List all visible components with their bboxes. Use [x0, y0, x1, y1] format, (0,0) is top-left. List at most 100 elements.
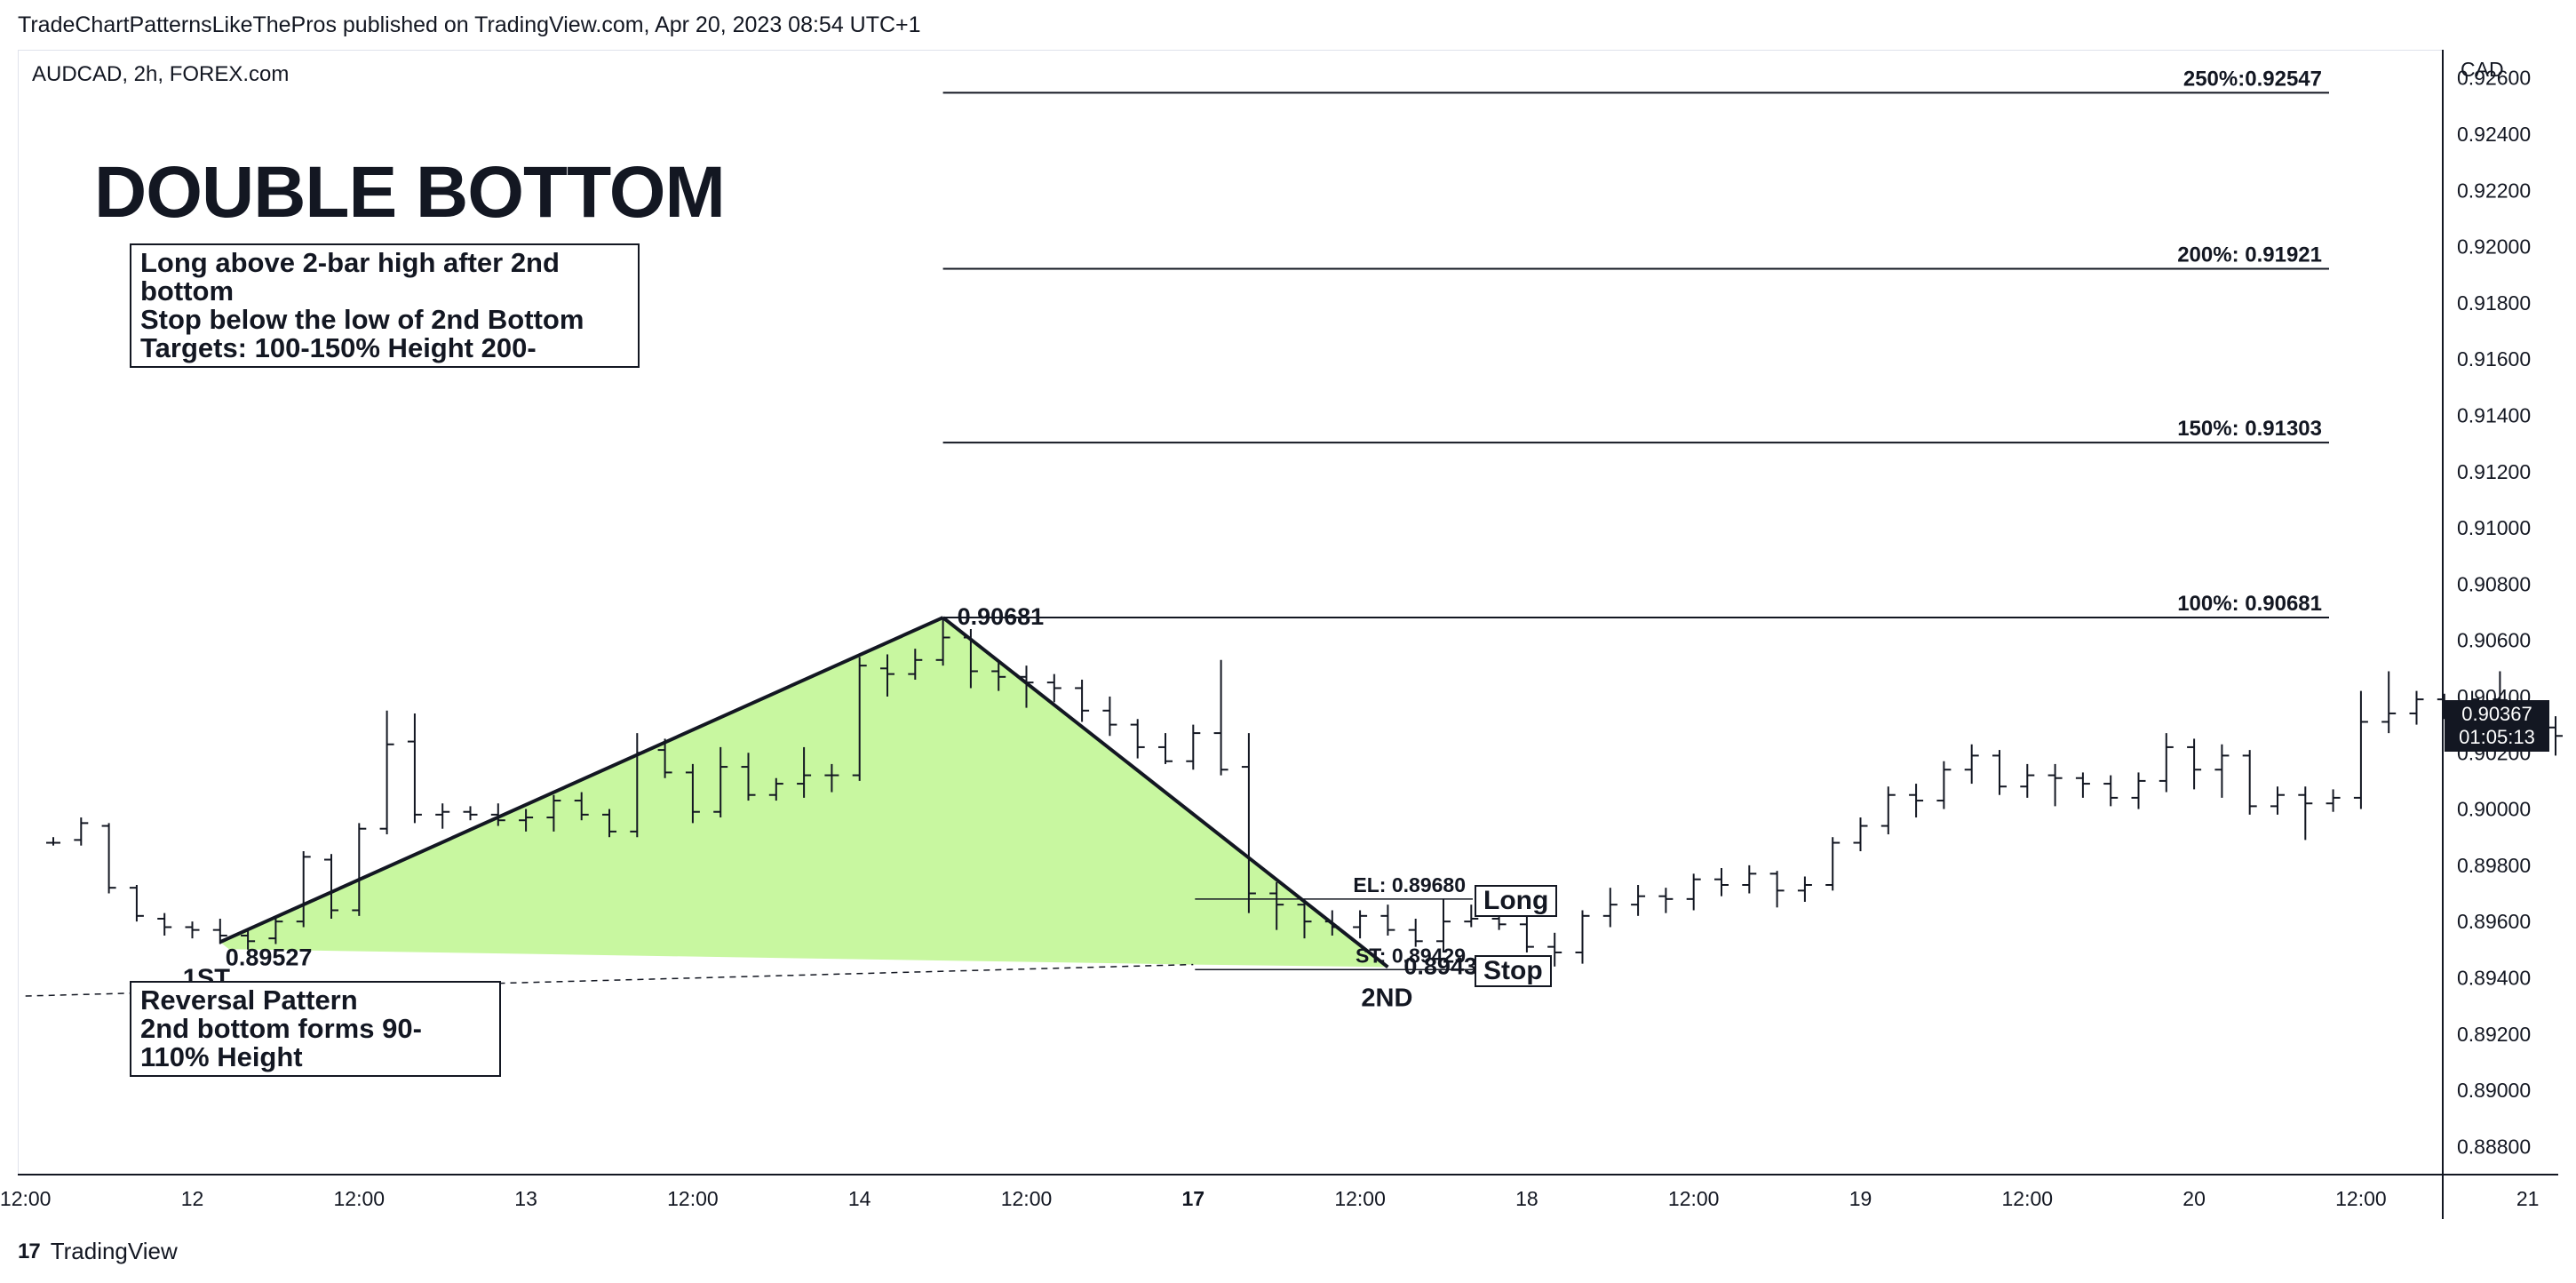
- ohlc-bar: [2159, 733, 2174, 793]
- time-tick-label: 13: [514, 1187, 537, 1210]
- ohlc-bar: [1158, 733, 1173, 764]
- ohlc-bar: [546, 794, 561, 832]
- ohlc-bar: [1186, 724, 1201, 770]
- ohlc-bar: [2075, 772, 2090, 798]
- ohlc-bar: [602, 809, 616, 838]
- ohlc-bar: [2270, 786, 2285, 815]
- ohlc-bars: [46, 618, 2563, 967]
- ohlc-bar: [2214, 744, 2230, 798]
- ohlc-bar: [797, 746, 812, 798]
- reversal-note-line: Reversal Pattern: [140, 984, 358, 1016]
- reversal-note[interactable]: Reversal Pattern 2nd bottom forms 90- 11…: [130, 981, 501, 1077]
- long-tag[interactable]: Long: [1475, 884, 1558, 917]
- ohlc-bar: [1575, 910, 1590, 964]
- ohlc-bar: [1742, 865, 1757, 894]
- neckline-dashed: [25, 963, 1194, 997]
- time-tick-label: 14: [848, 1187, 871, 1210]
- brand-name[interactable]: TradingView: [50, 1238, 178, 1264]
- strategy-note-line: Long above 2-bar high after 2nd: [140, 247, 560, 278]
- ohlc-bar: [490, 803, 505, 826]
- pattern-leg-up: [219, 616, 944, 944]
- time-tick-label: 12:00: [1334, 1187, 1386, 1210]
- time-tick-label: 12:00: [1001, 1187, 1053, 1210]
- fib-level-label: 100%: 0.90681: [2177, 592, 2322, 616]
- ohlc-bar: [129, 885, 144, 922]
- ohlc-bar: [1714, 868, 1729, 897]
- strategy-note[interactable]: Long above 2-bar high after 2nd bottom S…: [130, 243, 640, 368]
- ohlc-bar: [268, 915, 283, 944]
- pattern-leg-down: [942, 616, 1389, 968]
- price-tick-label: 0.91600: [2457, 347, 2531, 371]
- ohlc-bar: [1075, 679, 1090, 722]
- price-tick-label: 0.92000: [2457, 235, 2531, 259]
- strategy-note-line: Targets: 100-150% Height 200-: [140, 332, 537, 363]
- price-tick-label: 0.89400: [2457, 966, 2531, 989]
- stop-label: ST: 0.89429: [1356, 944, 1466, 967]
- price-tick-label: 0.91000: [2457, 516, 2531, 539]
- ohlc-bar: [379, 710, 394, 835]
- price-tick-label: 0.89000: [2457, 1079, 2531, 1102]
- peak-price: 0.90681: [958, 603, 1045, 630]
- ohlc-bar: [1825, 837, 1841, 891]
- ohlc-bar: [1853, 817, 1868, 852]
- currency-label: CAD: [2461, 58, 2504, 81]
- publisher-header: TradeChartPatternsLikeThePros published …: [18, 12, 921, 37]
- ohlc-bar: [963, 628, 978, 689]
- time-tick-label: 12:00: [2335, 1187, 2387, 1210]
- ohlc-bar: [2353, 690, 2368, 809]
- first-bottom-price: 0.89527: [226, 944, 313, 970]
- ohlc-bar: [157, 912, 172, 936]
- price-tick-label: 0.89600: [2457, 910, 2531, 933]
- ohlc-bar: [2187, 738, 2202, 790]
- time-tick-label: 21: [2516, 1187, 2540, 1210]
- ohlc-bar: [1631, 885, 1646, 916]
- ohlc-bar: [1602, 888, 1618, 928]
- ohlc-bar: [1936, 761, 1952, 809]
- ohlc-bar: [2103, 775, 2119, 807]
- reversal-note-line: 2nd bottom forms 90-: [140, 1013, 422, 1044]
- ohlc-bar: [407, 713, 422, 824]
- axes: CAD 0.88800 0.89000 0.89200 0.89400 0.89600 0.…: [0, 50, 2558, 1219]
- reversal-note-line: 110% Height: [140, 1041, 303, 1072]
- ohlc-bar: [185, 921, 200, 939]
- price-tick-label: 0.92200: [2457, 179, 2531, 202]
- ohlc-bar: [101, 823, 116, 894]
- last-price: 0.90367: [2461, 703, 2532, 725]
- price-tick-label: 0.91800: [2457, 291, 2531, 315]
- ohlc-bar: [1297, 898, 1312, 939]
- last-price-badge: 0.90367 01:05:13: [2445, 700, 2549, 752]
- ohlc-bar: [1046, 673, 1061, 703]
- symbol-info[interactable]: AUDCAD, 2h, FOREX.com: [32, 62, 290, 86]
- ohlc-bar: [2381, 671, 2397, 734]
- ohlc-bar: [2298, 786, 2313, 841]
- strategy-note-line: bottom: [140, 275, 235, 307]
- time-tick-label: 12:00: [667, 1187, 719, 1210]
- ohlc-bar: [324, 854, 338, 919]
- ohlc-bar: [1909, 784, 1924, 818]
- ohlc-bar: [1992, 750, 2007, 795]
- stop-tag[interactable]: Stop: [1475, 955, 1552, 988]
- entry-label: EL: 0.89680: [1353, 873, 1466, 897]
- ohlc-bar: [657, 738, 672, 778]
- time-tick-label: 19: [1849, 1187, 1872, 1210]
- ohlc-bar: [1241, 733, 1256, 913]
- ohlc-bar: [741, 753, 756, 801]
- ohlc-bar: [1130, 719, 1145, 759]
- fib-level-label: 250%:0.92547: [2183, 67, 2322, 91]
- ohlc-bar: [685, 763, 700, 824]
- ohlc-bar: [935, 618, 950, 666]
- footer: 17 TradingView: [18, 1238, 178, 1265]
- ohlc-bar: [1964, 744, 1979, 785]
- ohlc-bar: [824, 763, 839, 793]
- ohlc-bar: [296, 851, 311, 928]
- tradingview-logo-icon[interactable]: 17: [18, 1239, 41, 1263]
- ohlc-bar: [74, 817, 89, 846]
- ohlc-bar: [463, 806, 478, 821]
- ohlc-bar: [352, 823, 367, 916]
- ohlc-bar: [1436, 898, 1451, 952]
- fib-levels: 250%:0.92547 200%: 0.91921 150%: 0.91303 10…: [942, 67, 2329, 619]
- time-tick-label: 17: [1182, 1187, 1205, 1210]
- time-tick-label: 12: [181, 1187, 204, 1210]
